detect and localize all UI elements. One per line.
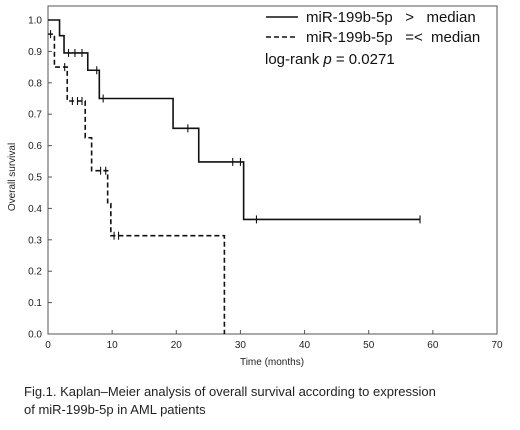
x-tick-label: 0 — [45, 340, 51, 351]
logrank-value: = 0.0271 — [332, 51, 395, 68]
x-tick-label: 10 — [107, 340, 119, 351]
caption-line-1: Fig.1. Kaplan–Meier analysis of overall … — [24, 384, 436, 399]
y-tick-label: 0.7 — [28, 110, 42, 121]
y-axis-label: Overall survival — [7, 143, 18, 211]
series-layer — [48, 19, 421, 334]
y-tick-label: 0.1 — [28, 298, 42, 309]
x-tick-label: 50 — [363, 340, 375, 351]
x-axis-label: Time (months) — [240, 357, 304, 368]
km-chart: 0.0 0.1 0.2 0.3 0.4 0.5 0.6 0.7 0.8 0.9 1.0 0 10 20 3… — [7, 5, 503, 368]
legend: miR-199b-5p > median miR-199b-5p =< medi… — [265, 9, 480, 68]
y-tick-label: 0.8 — [28, 78, 42, 89]
x-tick-label: 60 — [427, 340, 439, 351]
y-tick-label: 0.6 — [28, 141, 42, 152]
x-tick-label: 30 — [235, 340, 247, 351]
y-axis: 0.0 0.1 0.2 0.3 0.4 0.5 0.6 0.7 0.8 0.9 1.0 — [28, 16, 52, 341]
x-tick-label: 70 — [491, 340, 503, 351]
y-tick-label: 0.5 — [28, 173, 42, 184]
y-tick-label: 1.0 — [28, 16, 42, 27]
y-tick-label: 0.0 — [28, 330, 42, 341]
logrank-annotation: log-rank p = 0.0271 — [265, 51, 395, 68]
logrank-prefix: log-rank — [265, 51, 323, 68]
y-tick-label: 0.2 — [28, 267, 42, 278]
x-tick-label: 40 — [299, 340, 311, 351]
km-curve-high — [48, 19, 421, 221]
km-curve-low — [48, 33, 226, 334]
x-axis: 0 10 20 30 40 50 60 70 — [45, 330, 503, 351]
y-tick-label: 0.3 — [28, 235, 42, 246]
legend-label-low: miR-199b-5p =< median — [306, 29, 480, 46]
logrank-variable: p — [322, 51, 331, 68]
x-tick-label: 20 — [171, 340, 183, 351]
caption-line-2: of miR-199b-5p in AML patients — [24, 402, 206, 417]
plot-frame — [47, 5, 498, 335]
figure-caption: Fig.1. Kaplan–Meier analysis of overall … — [24, 383, 504, 419]
y-tick-label: 0.4 — [28, 204, 42, 215]
y-tick-label: 0.9 — [28, 47, 42, 58]
legend-label-high: miR-199b-5p > median — [306, 9, 476, 26]
